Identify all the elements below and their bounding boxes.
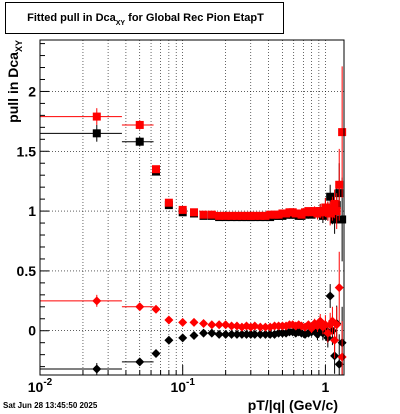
x-tick-label: 10-1 [170, 377, 195, 395]
y-tick-label: 1 [28, 203, 36, 219]
data-point-square [250, 211, 259, 220]
data-point-diamond [214, 329, 224, 339]
data-point-diamond [151, 304, 161, 314]
data-point-diamond [92, 364, 102, 374]
data-point-diamond [135, 357, 145, 367]
data-point-square [332, 207, 341, 216]
data-point-diamond [221, 320, 231, 330]
data-point-diamond [334, 359, 344, 369]
x-tick-label-base: 1 [322, 379, 330, 395]
data-point-square [266, 210, 275, 219]
data-point-square [207, 210, 216, 219]
y-axis-title-main: pull in Dca [5, 52, 21, 123]
data-point-square [270, 210, 279, 219]
series-3 [40, 251, 347, 375]
data-point-square [92, 129, 101, 138]
data-point-square [318, 208, 327, 217]
y-tick-label: 1.5 [17, 143, 37, 159]
data-point-diamond [199, 328, 209, 338]
y-tick-label: 2 [28, 83, 36, 99]
data-point-diamond [255, 329, 265, 339]
title-subscript: XY [115, 20, 126, 27]
chart-title: Fitted pull in DcaXY for Global Rec Pion… [6, 12, 285, 27]
data-point-square [215, 211, 224, 220]
plot-frame [39, 39, 345, 376]
data-point-diamond [189, 331, 199, 341]
data-point-diamond [227, 329, 237, 339]
data-point-diamond [178, 317, 188, 327]
x-tick-label-exponent: -2 [43, 377, 52, 388]
data-point-square [328, 204, 337, 213]
title-rest: for Global Rec Pion EtapT [125, 12, 264, 24]
data-point-square [152, 165, 161, 174]
data-point-square [221, 211, 230, 220]
data-point-diamond [199, 319, 209, 329]
y-tick-label: 0 [28, 323, 36, 339]
data-point-diamond [151, 348, 161, 358]
x-tick-label-base: 10 [28, 379, 44, 395]
data-point-square [256, 211, 265, 220]
data-point-diamond [214, 320, 224, 330]
data-point-diamond [227, 321, 237, 331]
data-point-square [330, 199, 339, 208]
y-axis-title: pull in DcaXY [5, 40, 24, 123]
data-point-square [227, 211, 236, 220]
x-tick-label-exponent: -1 [186, 377, 195, 388]
data-point-diamond [135, 302, 145, 312]
series-0 [40, 124, 347, 262]
data-point-square [178, 205, 187, 214]
data-point-diamond [250, 329, 260, 339]
x-tick-label-base: 10 [170, 379, 186, 395]
title-box: Fitted pull in DcaXY for Global Rec Pion… [5, 2, 284, 34]
series-1 [40, 66, 347, 230]
data-point-square [199, 210, 208, 219]
data-point-diamond [334, 283, 344, 293]
data-point-square [189, 208, 198, 217]
data-point-square [242, 211, 251, 220]
data-point-diamond [164, 335, 174, 345]
data-point-square [135, 137, 144, 146]
data-point-square [326, 209, 335, 218]
data-point-square [338, 128, 347, 137]
data-point-diamond [207, 328, 217, 338]
data-points [40, 66, 347, 375]
data-point-diamond [221, 329, 231, 339]
title-main: Fitted pull in Dca [27, 12, 116, 24]
data-point-diamond [92, 296, 102, 306]
data-point-diamond [325, 291, 335, 301]
y-tick-label: 0.5 [17, 263, 37, 279]
data-point-diamond [178, 333, 188, 343]
data-point-square [237, 211, 246, 220]
data-point-diamond [207, 320, 217, 330]
data-point-square [261, 211, 270, 220]
data-point-square [326, 192, 335, 201]
data-point-square [92, 112, 101, 121]
data-point-square [135, 120, 144, 129]
data-point-square [335, 180, 344, 189]
data-point-square [232, 211, 241, 220]
data-point-square [338, 215, 347, 224]
data-point-square [330, 215, 339, 224]
data-point-square [164, 198, 173, 207]
data-point-diamond [189, 317, 199, 327]
x-axis-title: pT/|q| (GeV/c) [248, 397, 338, 413]
x-tick-label: 1 [322, 379, 330, 395]
x-tick-label: 10-2 [28, 377, 53, 395]
data-point-diamond [232, 329, 242, 339]
data-point-diamond [237, 329, 247, 339]
data-point-diamond [260, 329, 270, 339]
timestamp: Sat Jun 28 13:45:50 2025 [3, 401, 98, 410]
data-point-diamond [260, 322, 270, 332]
y-axis-title-sub: XY [14, 40, 24, 52]
data-point-diamond [164, 315, 174, 325]
data-point-diamond [255, 322, 265, 332]
